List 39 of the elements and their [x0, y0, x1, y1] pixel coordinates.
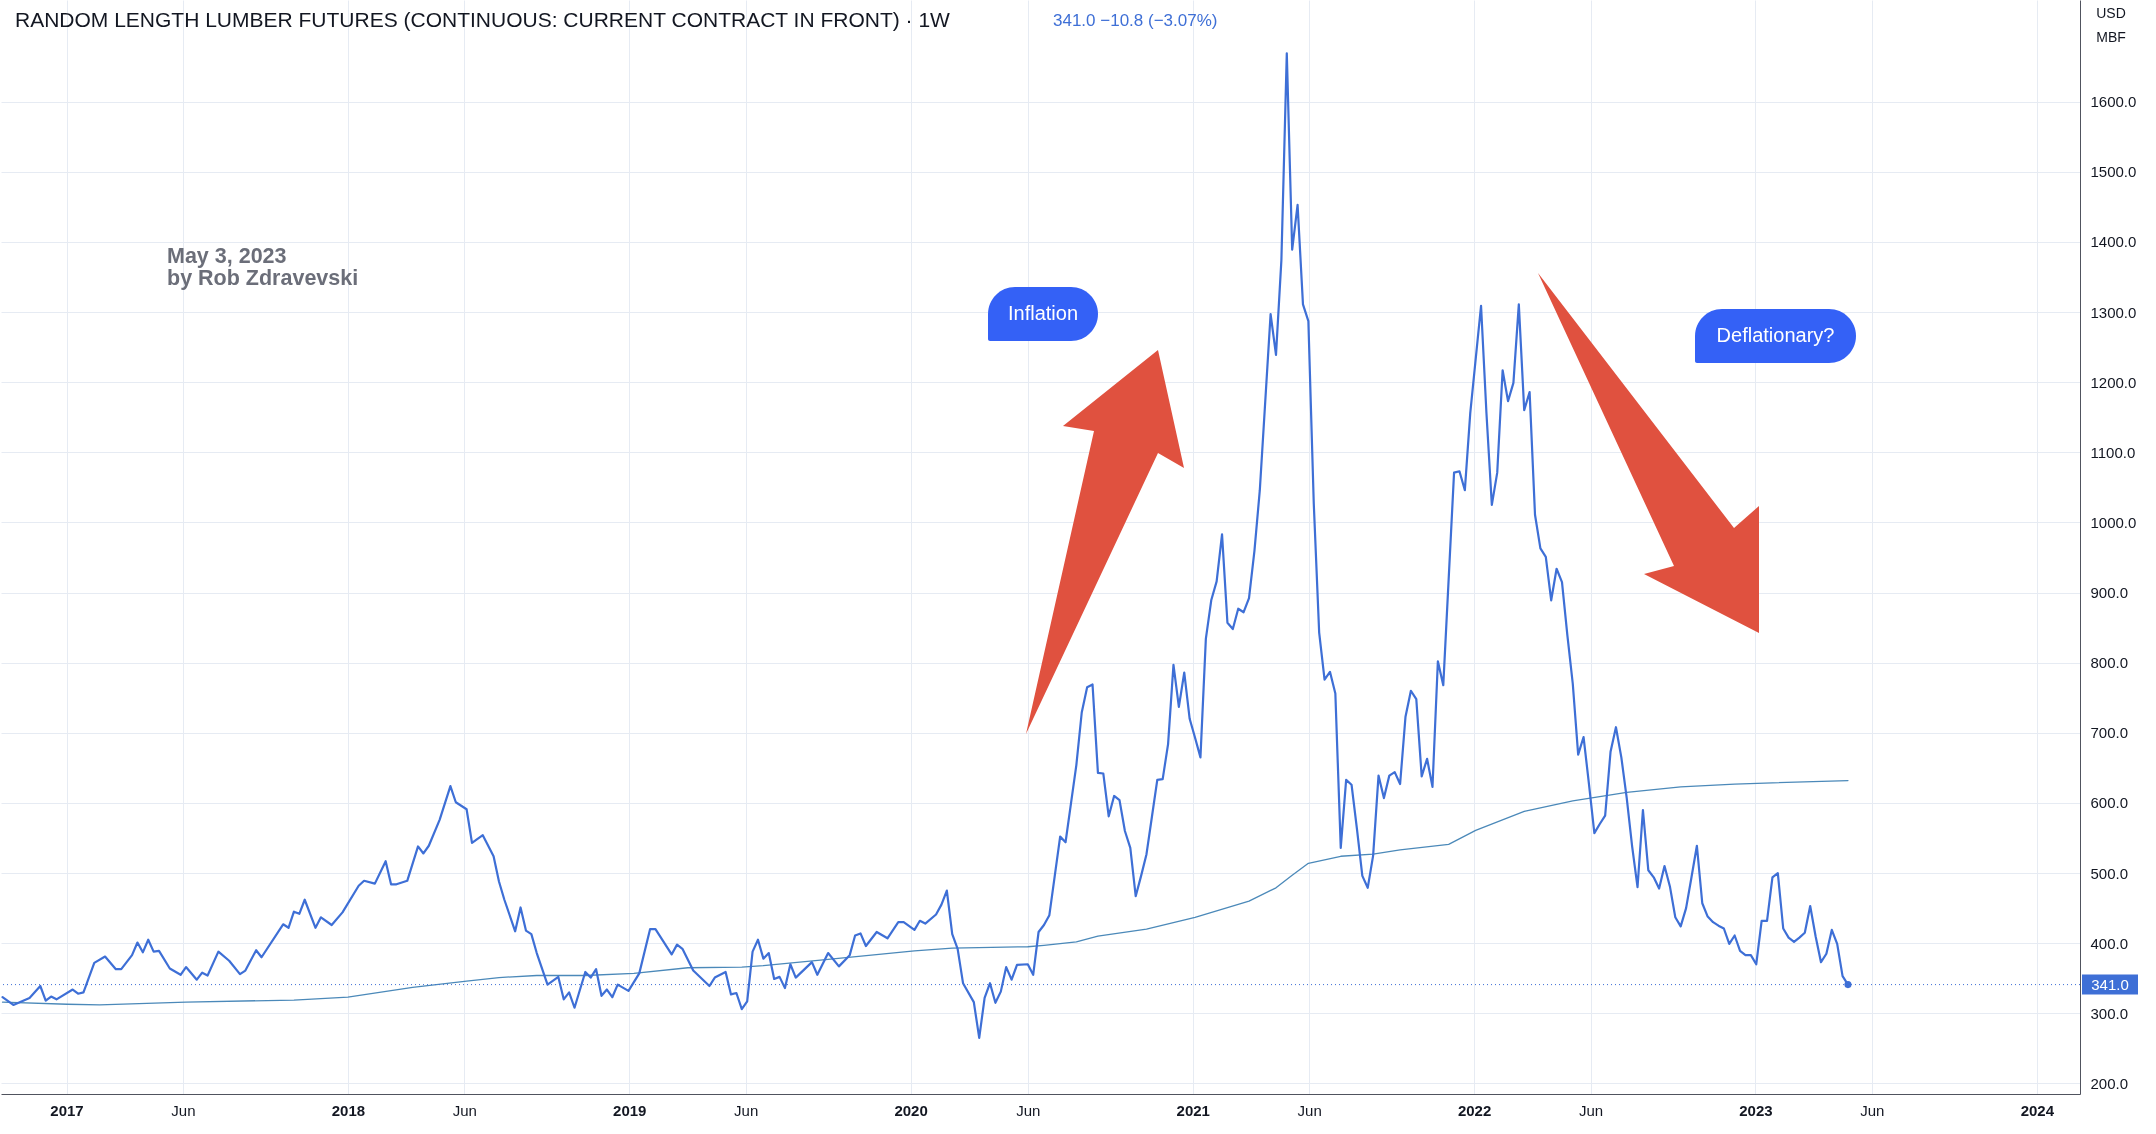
text: USD: [2096, 5, 2126, 21]
y-tick-label: 700.0: [2090, 724, 2129, 742]
y-tick-label: 1300.0: [2090, 303, 2137, 321]
text: 341.0 −10.8 (−3.07%): [1053, 11, 1218, 30]
y-tick-label: 600.0: [2090, 794, 2129, 812]
y-tick-label: 200.0: [2090, 1074, 2129, 1092]
y-tick-label: 800.0: [2090, 654, 2129, 672]
x-tick-label: Jun: [734, 1101, 759, 1119]
y-tick-label: 900.0: [2090, 584, 2129, 602]
y-tick-label: 400.0: [2090, 934, 2129, 952]
y-tick-label: 1400.0: [2090, 233, 2137, 251]
x-tick-label: 2021: [1176, 1101, 1210, 1119]
y-tick-label: 300.0: [2090, 1004, 2129, 1022]
y-tick-label: 1100.0: [2090, 443, 2136, 461]
x-tick-label: 2017: [50, 1101, 84, 1119]
y-tick-label: 1000.0: [2090, 513, 2137, 531]
x-tick-label: 2023: [1739, 1101, 1773, 1119]
text: MBF: [2096, 29, 2126, 45]
x-tick-label: Jun: [1297, 1101, 1322, 1119]
x-tick-label: 2022: [1457, 1101, 1492, 1119]
x-tick-label: Jun: [1860, 1101, 1885, 1119]
annotation: May 3, 2023: [167, 244, 287, 268]
ref-line-label: 341.0: [2091, 975, 2129, 993]
x-tick-label: 2018: [331, 1101, 366, 1119]
chart-title: RANDOM LENGTH LUMBER FUTURES (CONTINUOUS: CURRENT CONTRACT IN FRONT) · 1W: [15, 8, 951, 31]
annotation: Inflation: [1007, 302, 1079, 324]
annotation: Deflationary?: [1716, 324, 1835, 346]
y-tick-label: 1200.0: [2090, 373, 2137, 391]
line-series: [1, 779, 1849, 1006]
x-tick-label: Jun: [1578, 1101, 1604, 1119]
y-tick-label: 1500.0: [2090, 163, 2137, 181]
y-tick-label: 1600.0: [2090, 93, 2137, 111]
x-tick-label: Jun: [452, 1101, 477, 1119]
x-tick-label: 2019: [613, 1101, 647, 1119]
y-tick-label: 500.0: [2090, 864, 2129, 882]
x-tick-label: 2024: [2020, 1101, 2055, 1119]
x-tick-label: Jun: [171, 1101, 196, 1119]
x-tick-label: Jun: [1016, 1101, 1041, 1119]
x-tick-label: 2020: [894, 1101, 928, 1119]
